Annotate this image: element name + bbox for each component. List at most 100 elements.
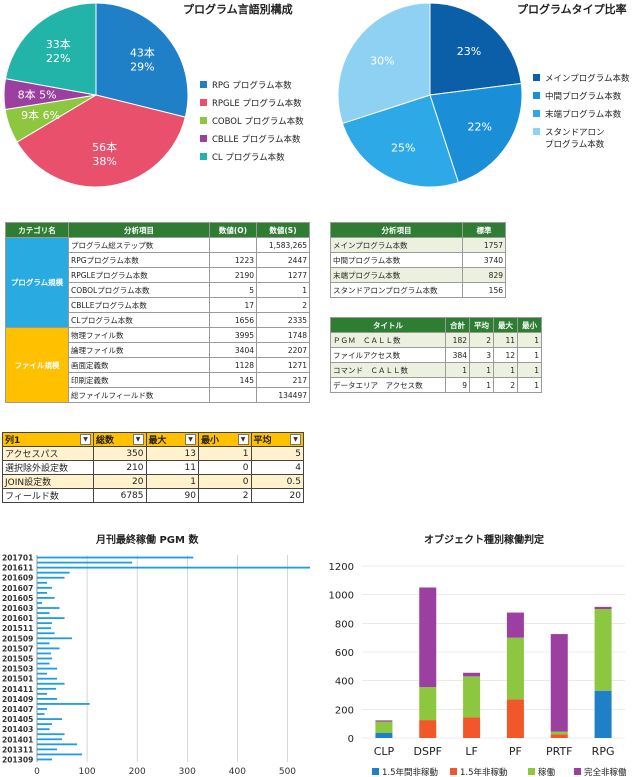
- table-cell: 1: [256, 282, 310, 298]
- filter-dropdown-icon[interactable]: ▼: [132, 434, 144, 445]
- table-cell: 1271: [256, 357, 310, 373]
- bar-segment: [375, 732, 393, 738]
- table-cell: 1748: [256, 327, 310, 343]
- legend-swatch: [200, 117, 207, 124]
- bar: [37, 622, 53, 625]
- pie2-title: プログラムタイプ比率: [517, 3, 627, 16]
- x-tick-label: 100: [78, 767, 95, 777]
- table-cell: [209, 237, 257, 253]
- table-cell: 17: [209, 297, 257, 313]
- bar: [37, 738, 63, 741]
- y-tick-label: 201311: [2, 745, 33, 754]
- column-header[interactable]: 総数 ▼: [93, 432, 147, 447]
- filter-dropdown-icon[interactable]: ▼: [237, 434, 249, 445]
- table-cell: [209, 387, 257, 403]
- y-tick-label: 201605: [2, 594, 33, 603]
- bar-segment: [463, 676, 481, 718]
- table-cell: 20: [93, 474, 147, 489]
- table-cell: ファイルアクセス数: [330, 347, 446, 363]
- y-tick-label: 201503: [2, 665, 33, 674]
- table-cell: 1656: [209, 312, 257, 328]
- y-tick-label: 201309: [2, 755, 33, 764]
- table-cell: 11: [493, 332, 518, 348]
- column-header-label: 総数: [96, 436, 115, 446]
- table-cell: 384: [445, 347, 470, 363]
- table-cell: アクセスパス: [2, 446, 94, 461]
- call-table-header: 最大: [493, 317, 518, 333]
- object-status-chart: オブジェクト種別稼働判定 0 200 400 600 800 1000 1200 CLP DSP…: [320, 525, 638, 777]
- filter-dropdown-icon[interactable]: ▼: [80, 434, 91, 445]
- column-header[interactable]: 最小 ▼: [198, 432, 252, 447]
- table-cell: 1: [517, 377, 542, 393]
- access-path-table: 列1 ▼ 総数 ▼ 最大 ▼ 最小 ▼ 平均 ▼ アクセスパス 350 13 1 5 選択…: [2, 432, 304, 503]
- legend-label: COBOL プログラム本数: [212, 116, 304, 127]
- column-header[interactable]: 列1 ▼: [2, 432, 94, 447]
- y-tick-label: 201505: [2, 655, 33, 664]
- bar: [37, 602, 43, 604]
- legend-label: 1.5年非稼動: [460, 767, 508, 777]
- legend-swatch: [450, 768, 457, 775]
- bar-segment: [594, 606, 612, 609]
- column-header[interactable]: 平均 ▼: [250, 432, 304, 447]
- bar: [37, 743, 78, 746]
- legend-swatch: [533, 110, 540, 117]
- slice-count-label: 33本: [46, 37, 71, 51]
- legend-label: 1.5年間非稼動: [382, 767, 438, 777]
- bar-segment: [463, 672, 481, 677]
- pie-chart-language: プログラム言語別構成 43本 29% 56本 38% 9本 6% 8本 5% 33本 22% R…: [0, 0, 320, 200]
- bar: [37, 642, 50, 645]
- bar-segment: [594, 609, 612, 691]
- legend-swatch: [200, 153, 207, 160]
- slice-percent-label: 23%: [457, 45, 481, 58]
- bar: [37, 723, 53, 726]
- bar: [37, 657, 53, 660]
- x-tick-label: 300: [179, 767, 196, 777]
- filter-dropdown-icon[interactable]: ▼: [290, 434, 301, 445]
- bar-segment: [594, 690, 612, 738]
- pie-slice: [4, 2, 97, 96]
- pie-slice: [95, 2, 189, 118]
- filter-dropdown-icon[interactable]: ▼: [185, 434, 196, 445]
- bar: [37, 677, 58, 680]
- column-header[interactable]: 最大 ▼: [145, 432, 199, 447]
- table-cell: 論理ファイル数: [68, 342, 210, 358]
- table-cell: 1277: [256, 267, 310, 283]
- y-tick-label: 201609: [2, 574, 33, 583]
- y-tick-label: 201403: [2, 725, 33, 734]
- bar-segment: [506, 699, 524, 738]
- x-tick-label: PF: [509, 745, 522, 758]
- slice-label: 8本 5%: [18, 87, 57, 101]
- y-tick-label: 600: [335, 648, 354, 659]
- x-tick-label: RPG: [592, 745, 615, 758]
- bar: [37, 607, 60, 609]
- scale-table: カテゴリ名 分析項目 数値(O) 数値(S) プログラム規模 プログラム総ステッ…: [5, 222, 310, 403]
- bar: [37, 713, 45, 715]
- table-cell: 1757: [462, 237, 506, 253]
- bar-segment: [506, 637, 524, 700]
- y-tick-label: 201501: [2, 675, 33, 684]
- x-tick-label: LF: [465, 745, 477, 758]
- y-tick-label: 201511: [2, 624, 33, 633]
- y-tick-label: 800: [335, 619, 354, 630]
- bar: [37, 697, 58, 700]
- table-cell: 1: [198, 446, 252, 461]
- bar-segment: [463, 717, 481, 738]
- bar: [37, 612, 50, 614]
- slice-percent-label: 38%: [92, 155, 116, 168]
- legend-label: RPG プログラム本数: [212, 80, 292, 91]
- table-cell: 1: [517, 347, 542, 363]
- y-tick-label: 201507: [2, 644, 33, 653]
- bar-segment: [419, 720, 437, 738]
- bar: [37, 586, 53, 589]
- bar: [37, 718, 63, 720]
- type-table-header: 標準: [462, 222, 506, 238]
- table-cell: 2335: [256, 312, 310, 328]
- table-cell: 13: [145, 446, 199, 461]
- bar: [37, 667, 58, 670]
- call-table-header: タイトル: [330, 317, 446, 333]
- monthly-pgm-chart: 月刊最終稼働 PGM 数 0 100 200 300 400 500 201701 20161…: [0, 525, 320, 777]
- slice-count-label: 56本: [92, 140, 117, 154]
- scale-table-header: 数値(S): [256, 222, 310, 238]
- table-cell: CBLLEプログラム本数: [68, 297, 210, 313]
- slice-percent-label: 30%: [370, 54, 394, 67]
